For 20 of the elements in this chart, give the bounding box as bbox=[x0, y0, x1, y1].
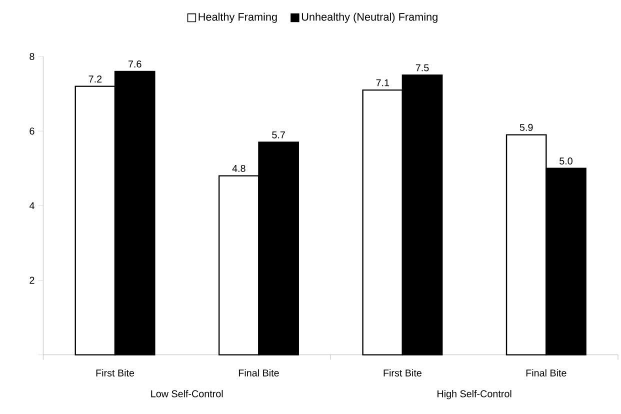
y-tick-label: 6 bbox=[30, 127, 34, 134]
x-tick-label: First Bite bbox=[96, 369, 134, 376]
data-label: 7.2 bbox=[88, 75, 102, 82]
y-tick-label: 8 bbox=[30, 52, 34, 60]
data-label: 7.6 bbox=[128, 60, 142, 68]
x-tick-label: Final Bite bbox=[526, 369, 566, 376]
x-tick-label: Final Bite bbox=[238, 369, 279, 376]
y-tick-label: 4 bbox=[29, 202, 34, 209]
text: High Self-Control bbox=[438, 390, 512, 400]
data-label: 7.5 bbox=[416, 64, 429, 72]
x-tick-label: First Bite bbox=[384, 369, 422, 376]
data-label: 5.9 bbox=[520, 124, 533, 131]
text: Low Self-Control bbox=[151, 390, 223, 398]
data-label: 7.1 bbox=[376, 79, 390, 86]
data-label: 5.0 bbox=[560, 157, 572, 164]
data-label: 4.8 bbox=[232, 164, 246, 172]
legend-label: Healthy Framing bbox=[198, 12, 277, 23]
data-label: 5.7 bbox=[272, 131, 285, 138]
y-tick-label: 2 bbox=[30, 276, 34, 284]
legend-label: Unhealthy (Neutral) Framing bbox=[302, 12, 438, 23]
